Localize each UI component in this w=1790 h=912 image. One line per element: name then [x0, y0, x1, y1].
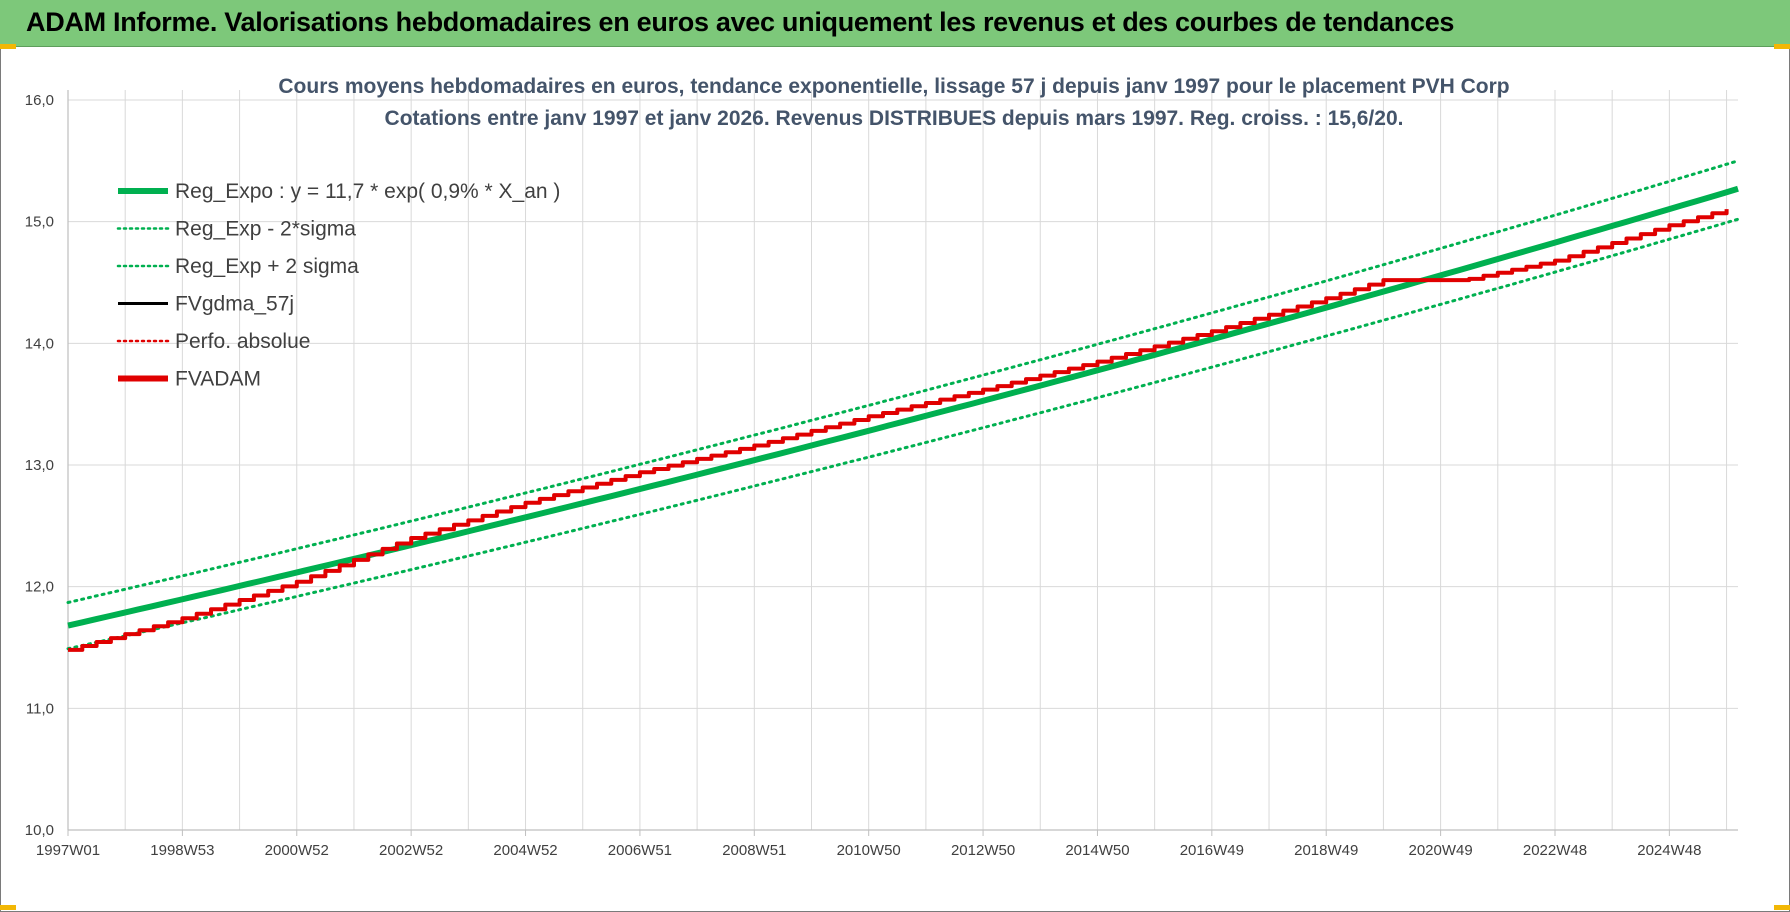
legend-label: Reg_Expo : y = 11,7 * exp( 0,9% * X_an )	[175, 180, 560, 203]
corner-marker	[0, 44, 16, 49]
x-tick-label: 2002W52	[379, 842, 443, 859]
x-tick-label: 2012W50	[951, 842, 1015, 859]
x-tick-label: 1998W53	[150, 842, 214, 859]
legend-label: FVgdma_57j	[175, 293, 294, 316]
chart-title-line-1: Cours moyens hebdomadaires en euros, ten…	[278, 75, 1509, 98]
legend-label: FVADAM	[175, 368, 261, 391]
x-tick-label: 2018W49	[1294, 842, 1358, 859]
x-tick-label: 2020W49	[1408, 842, 1472, 859]
page-title: ADAM Informe. Valorisations hebdomadaire…	[26, 7, 1455, 37]
x-tick-label: 2000W52	[265, 842, 329, 859]
y-tick-label: 14,0	[25, 335, 54, 352]
x-tick-label: 2016W49	[1180, 842, 1244, 859]
x-tick-label: 2024W48	[1637, 842, 1701, 859]
series-reg-exp-minus-2sigma	[66, 217, 1740, 651]
axes: 10,0 11,0 12,0 13,0 14,0 15,0 16,0 1997W01 1998W…	[25, 90, 1738, 859]
series-reg-exp-plus-2sigma	[66, 159, 1740, 604]
y-tick-label: 16,0	[25, 92, 54, 109]
x-tick-label: 1997W01	[36, 842, 100, 859]
y-tick-label: 13,0	[25, 457, 54, 474]
series-reg-expo	[67, 185, 1739, 629]
y-tick-label: 12,0	[25, 579, 54, 596]
x-tick-label: 2014W50	[1065, 842, 1129, 859]
legend-label: Reg_Exp + 2 sigma	[175, 255, 359, 278]
series	[66, 159, 1740, 652]
y-tick-label: 15,0	[25, 214, 54, 231]
legend-label: Reg_Exp - 2*sigma	[175, 218, 356, 241]
x-tick-label: 2006W51	[608, 842, 672, 859]
x-tick-label: 2010W50	[837, 842, 901, 859]
corner-marker	[1774, 905, 1790, 910]
x-tick-label: 2004W52	[493, 842, 557, 859]
corner-marker	[0, 905, 16, 910]
legend: Reg_Expo : y = 11,7 * exp( 0,9% * X_an )…	[116, 180, 560, 391]
x-tick-label: 2008W51	[722, 842, 786, 859]
chart-title-line-2: Cotations entre janv 1997 et janv 2026. …	[385, 107, 1404, 130]
y-tick-label: 10,0	[25, 822, 54, 839]
legend-label: Perfo. absolue	[175, 330, 310, 353]
y-tick-label: 11,0	[26, 700, 54, 717]
x-tick-label: 2022W48	[1523, 842, 1587, 859]
series-fvadam	[68, 209, 1729, 652]
corner-marker	[1774, 44, 1790, 49]
header-bar: ADAM Informe. Valorisations hebdomadaire…	[0, 0, 1790, 47]
